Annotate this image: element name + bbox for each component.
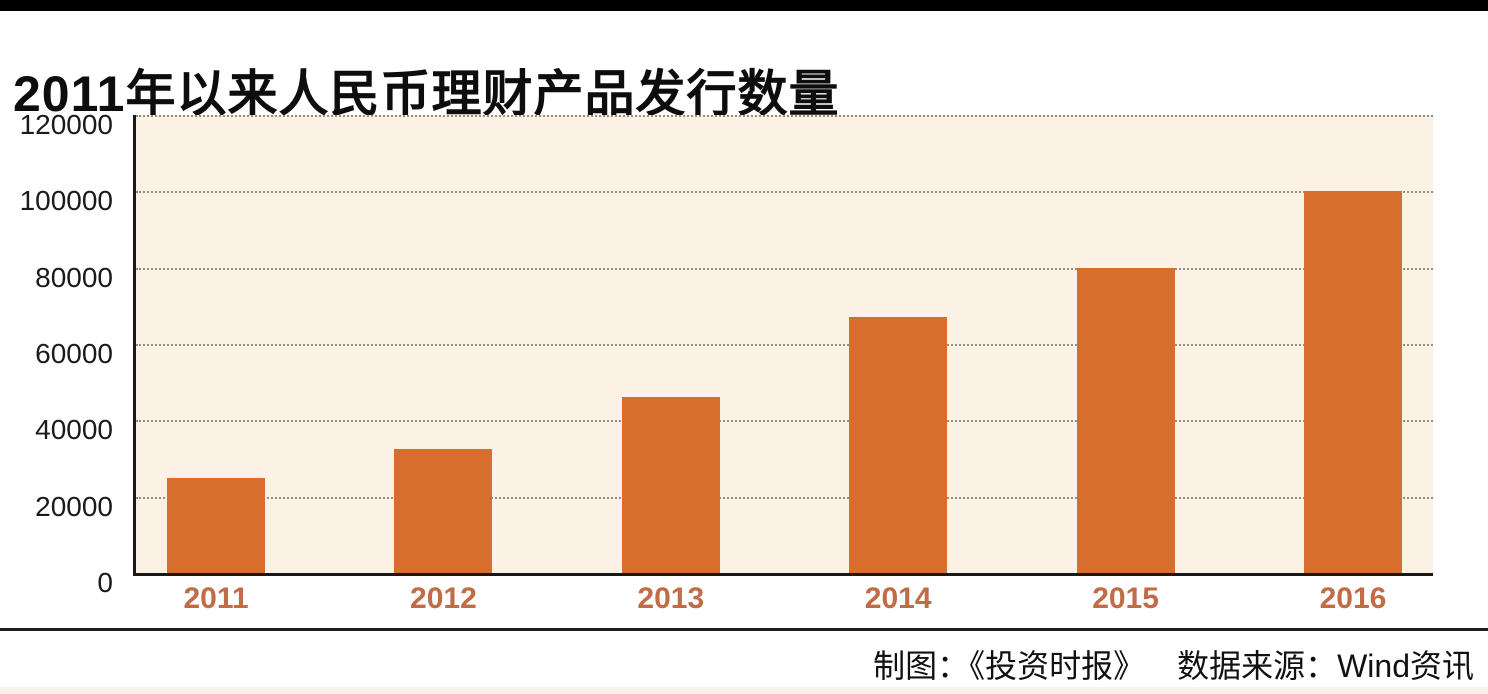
y-axis-tick-labels: 0 20000 40000 60000 80000 100000 120000 xyxy=(0,111,113,597)
y-tick-label-120000: 120000 xyxy=(19,109,113,140)
y-tick-label-60000: 60000 xyxy=(35,338,113,369)
gridline-100000 xyxy=(136,191,1433,194)
gridline-120000 xyxy=(136,115,1433,117)
x-tick-label-2011: 2011 xyxy=(183,582,249,615)
bar-2011 xyxy=(167,477,265,573)
bars-layer xyxy=(136,115,1433,573)
bar-2013 xyxy=(621,397,720,573)
bar-2016 xyxy=(1303,191,1402,573)
y-tick-label-40000: 40000 xyxy=(35,414,113,446)
y-tick-label-80000: 80000 xyxy=(35,261,113,293)
bar-2015 xyxy=(1076,267,1175,573)
x-tick-label-2012: 2012 xyxy=(410,582,477,615)
top-black-rule xyxy=(0,0,1488,11)
footer-divider-rule xyxy=(0,628,1488,631)
bar-2012 xyxy=(394,448,493,573)
credit-source-left: 制图：《投资时报》 xyxy=(873,648,1146,684)
bar-2014 xyxy=(849,317,948,573)
x-tick-label-2014: 2014 xyxy=(864,582,932,615)
y-tick-label-0: 0 xyxy=(97,567,113,598)
x-tick-label-2016: 2016 xyxy=(1319,582,1387,615)
gridline-60000 xyxy=(136,344,1433,346)
y-tick-label-100000: 100000 xyxy=(19,185,113,217)
x-tick-label-2013: 2013 xyxy=(637,582,705,615)
y-tick-label-20000: 20000 xyxy=(35,490,113,522)
gridline-40000 xyxy=(136,420,1433,423)
x-tick-label-2015: 2015 xyxy=(1092,582,1159,615)
x-axis-tick-labels: 2011 2012 2013 2014 2015 2016 xyxy=(136,584,1433,614)
gridline-80000 xyxy=(136,267,1433,270)
chart-title: 2011年以来人民币理财产品发行数量 xyxy=(13,65,840,122)
bottom-cream-strip xyxy=(0,687,1488,694)
gridline-layer xyxy=(136,115,1433,573)
credit-source-right: 数据来源：Wind资讯 xyxy=(1177,648,1474,684)
gridline-20000 xyxy=(136,496,1433,499)
plot-area xyxy=(133,115,1433,576)
footer-credit: 制图：《投资时报》 数据来源：Wind资讯 xyxy=(873,641,1474,687)
